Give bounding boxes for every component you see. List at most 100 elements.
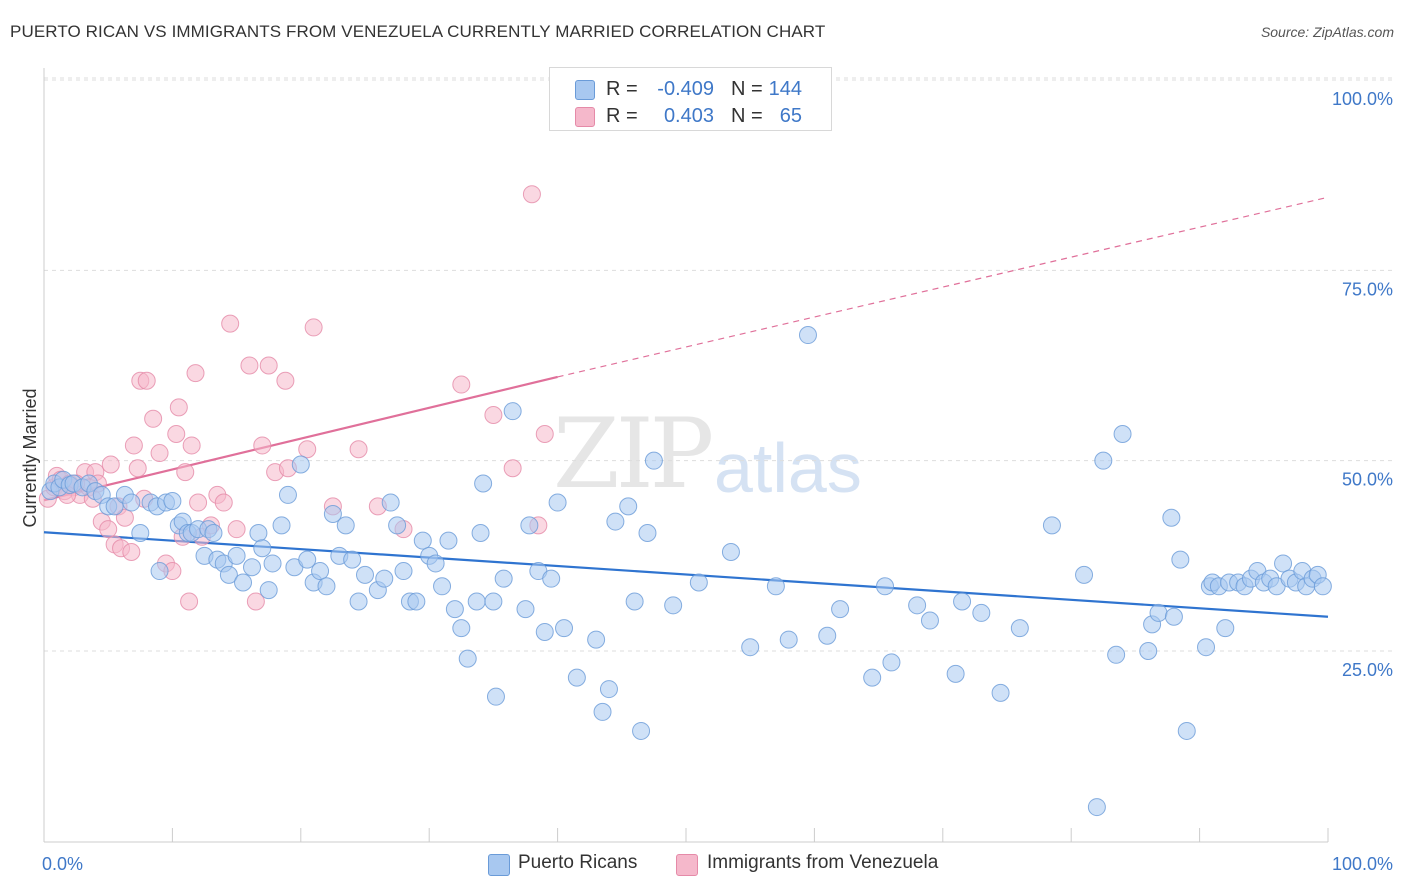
y-tick-label: 75.0% [1342,279,1393,299]
venezuela-point [180,592,199,611]
venezuela-point [221,314,240,333]
puerto-rican-point [593,702,612,721]
venezuela-point [214,493,233,512]
puerto-rican-point [1087,798,1106,817]
puerto-rican-point [1149,603,1168,622]
puerto-rican-point [516,600,535,619]
puerto-rican-point [278,485,297,504]
puerto-rican-point [1113,425,1132,444]
watermark-atlas: atlas [714,429,862,507]
puerto-rican-point [542,569,561,588]
legend-n-value: 65 [779,105,802,127]
puerto-rican-point [664,596,683,615]
puerto-rican-point [876,577,895,596]
legend-r-label: R = [606,105,638,127]
venezuela-point [169,398,188,417]
legend-n-value: 144 [768,78,802,100]
venezuela-point [246,592,265,611]
puerto-rican-point [272,516,291,535]
puerto-rican-point [291,455,310,474]
puerto-rican-point [452,619,471,638]
venezuela-point [99,520,118,539]
venezuela-point [128,459,147,478]
tick-labels: 25.0% 50.0% 75.0% 100.0% 0.0% 100.0% [42,89,1393,874]
puerto-rican-point [486,687,505,706]
puerto-rican-point [471,523,490,542]
legend-r-value: 0.403 [663,105,714,127]
puerto-rican-point [1094,451,1113,470]
puerto-rican-point [219,565,238,584]
puerto-rican-point [1107,645,1126,664]
puerto-rican-point [818,626,837,645]
puerto-rican-point [1164,607,1183,626]
venezuela-point [167,425,186,444]
venezuela-point [276,371,295,390]
legend-label-venezuela: Immigrants from Venezuela [707,852,939,873]
puerto-rican-point [555,619,574,638]
venezuela-point [122,543,141,562]
y-axis-label: Currently Married [20,388,40,527]
puerto-rican-point [1162,508,1181,527]
puerto-rican-point [1139,642,1158,660]
puerto-rican-point [407,592,426,611]
puerto-rican-point [1274,554,1293,573]
puerto-rican-point [632,721,651,740]
puerto-rican-point [439,531,458,550]
source-label: Source: ZipAtlas.com [1260,24,1394,40]
puerto-rican-point [458,649,477,668]
legend-label-puerto-ricans: Puerto Ricans [518,852,638,873]
series-legend: Puerto Ricans Immigrants from Venezuela [0,852,1406,878]
puerto-rican-point [484,592,503,611]
venezuela-point [240,356,259,375]
puerto-rican-point [689,573,708,592]
venezuela-point [150,444,169,463]
puerto-rican-point [474,474,493,493]
puerto-rican-point [467,592,486,611]
legend-row-venezuela: R = 0.403 N = 65 [550,102,831,130]
chart-title: PUERTO RICAN VS IMMIGRANTS FROM VENEZUEL… [10,22,826,41]
puerto-rican-point [356,565,374,584]
venezuela-point [144,409,163,428]
puerto-rican-point [336,516,355,535]
x-tick-label: 0.0% [42,854,83,874]
venezuela-point [298,440,317,459]
puerto-rican-point [311,562,330,581]
puerto-rican-point [131,523,150,542]
y-tick-label: 25.0% [1342,660,1393,680]
puerto-rican-point [323,504,342,523]
puerto-rican-point [413,531,432,550]
venezuela-point [115,508,134,527]
puerto-rican-point [234,573,253,592]
legend-swatch-venezuela [676,854,698,876]
puerto-rican-point [619,497,638,516]
puerto-rican-point [1075,565,1094,584]
correlation-legend: R = -0.409 N = 144 R = 0.403 N = 65 [549,67,832,131]
puerto-rican-point [520,516,539,535]
puerto-rican-point [105,497,124,516]
venezuela-point [259,356,278,375]
puerto-rican-point [606,512,625,531]
puerto-rican-point [317,577,336,596]
puerto-rican-point [599,680,618,699]
puerto-rican-point [953,592,972,611]
puerto-rican-point [741,638,760,657]
puerto-rican-point [779,630,798,649]
puerto-rican-point [494,569,513,588]
venezuela-point [227,520,246,539]
puerto-rican-point [253,539,272,558]
puerto-rican-point [946,664,965,683]
puerto-rican-point [831,600,850,619]
puerto-rican-point [972,603,991,622]
puerto-rican-point [991,683,1010,702]
puerto-rican-point [163,492,182,511]
venezuela-point [535,425,554,444]
puerto-rican-point [920,611,939,630]
puerto-rican-point [1171,550,1190,569]
puerto-rican-point [567,668,586,687]
legend-n-label: N = [731,78,763,100]
puerto-rican-point [150,562,169,581]
puerto-rican-point [394,562,413,581]
puerto-rican-point [375,569,394,588]
puerto-rican-point [1177,721,1196,740]
